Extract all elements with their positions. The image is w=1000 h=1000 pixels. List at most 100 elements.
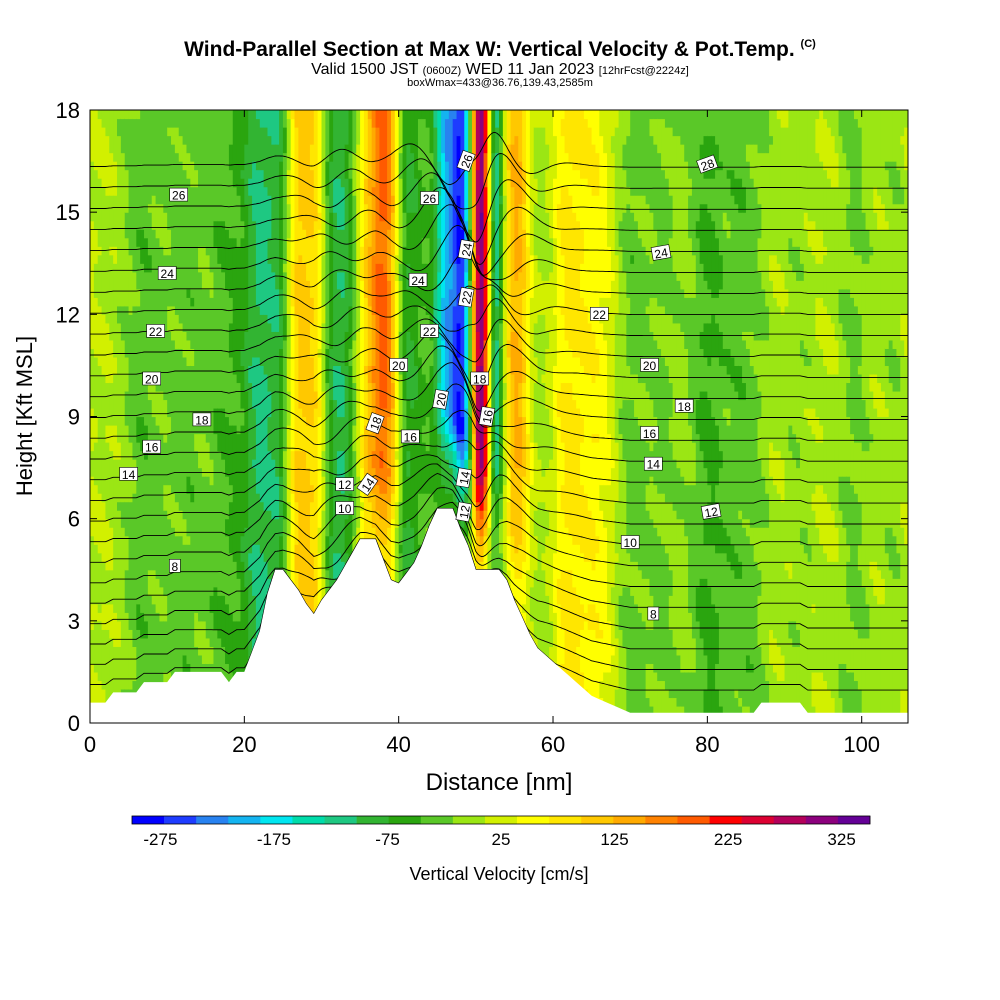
w-cell (186, 152, 191, 179)
w-cell (668, 442, 674, 503)
w-cell (460, 254, 465, 418)
w-cell (171, 305, 176, 341)
w-cell (167, 331, 172, 418)
w-cell (267, 263, 272, 324)
w-cell (124, 110, 130, 120)
w-cell (460, 459, 465, 469)
contour-label-text: 24 (459, 242, 475, 258)
w-cell (522, 288, 527, 358)
w-cell (560, 305, 566, 315)
w-cell (329, 399, 334, 537)
w-cell (97, 365, 103, 494)
w-cell (514, 331, 519, 469)
w-cell (846, 288, 851, 358)
w-cell (780, 110, 786, 128)
contour-label-text: 14 (457, 470, 473, 486)
w-cell (757, 110, 762, 154)
w-cell (826, 501, 832, 562)
w-cell (533, 110, 539, 128)
w-cell (815, 229, 820, 264)
w-cell (379, 407, 384, 452)
w-cell (460, 442, 465, 460)
w-cell (707, 586, 712, 723)
w-cell (630, 110, 635, 196)
w-cell (580, 484, 585, 554)
w-cell (811, 493, 816, 511)
w-cell (699, 263, 705, 332)
w-cell (553, 135, 558, 179)
w-cell (641, 110, 647, 196)
w-cell (668, 595, 674, 630)
w-cell (244, 527, 249, 588)
w-cell (900, 688, 905, 716)
w-cell (468, 518, 473, 562)
w-cell (641, 620, 647, 723)
w-cell (178, 322, 184, 349)
w-cell (225, 288, 230, 418)
w-cell (375, 484, 380, 511)
w-cell (645, 203, 651, 256)
w-cell (333, 212, 338, 367)
w-cell (225, 416, 230, 477)
w-cell (506, 144, 512, 171)
w-cell (132, 110, 137, 120)
w-cell (765, 110, 770, 154)
w-cell (838, 697, 844, 723)
w-cell (892, 390, 898, 537)
w-cell (406, 144, 411, 213)
w-cell (390, 407, 396, 494)
w-cell (695, 433, 701, 588)
w-cell (815, 416, 820, 443)
w-cell (796, 646, 801, 707)
contour-label: 24 (650, 244, 672, 262)
w-cell (819, 263, 824, 298)
colorbar-swatch (645, 816, 678, 824)
w-cell (198, 246, 203, 273)
w-cell (834, 561, 840, 723)
w-cell (514, 467, 519, 554)
w-cell (198, 620, 203, 656)
contour-label-box (696, 154, 719, 174)
w-cell (715, 425, 720, 486)
w-cell (807, 365, 813, 409)
w-cell (734, 178, 739, 205)
contour-label-text: 14 (122, 468, 136, 482)
w-cell (213, 407, 218, 435)
w-cell (155, 425, 161, 579)
w-cell (167, 518, 172, 673)
w-cell (757, 152, 762, 205)
w-cell (591, 603, 597, 630)
w-cell (371, 127, 377, 188)
w-cell (857, 544, 863, 571)
w-cell (298, 407, 303, 452)
w-cell (865, 229, 871, 264)
w-cell (499, 203, 504, 324)
w-cell (406, 212, 411, 264)
w-cell (626, 186, 631, 205)
w-cell (641, 195, 647, 247)
w-cell (425, 382, 431, 418)
w-cell (113, 356, 118, 375)
w-cell (452, 118, 458, 264)
w-cell (510, 535, 516, 562)
w-cell (610, 646, 616, 656)
w-cell (657, 110, 662, 120)
w-cell (128, 314, 134, 443)
w-cell (186, 544, 191, 664)
w-cell (147, 382, 153, 401)
w-cell (186, 178, 191, 290)
w-cell (672, 697, 678, 723)
colorbar-swatch (677, 816, 710, 824)
w-cell (622, 212, 627, 273)
w-cell (657, 348, 662, 494)
w-cell (522, 229, 527, 290)
w-cell (703, 280, 708, 324)
w-cell (880, 416, 886, 579)
w-cell (475, 288, 481, 332)
x-axis-label: Distance [nm] (426, 769, 573, 796)
w-cell (545, 212, 550, 281)
contour-labels: 2624222018161481210202224261618142018161… (119, 149, 722, 622)
w-cell (325, 110, 330, 162)
w-cell (379, 110, 384, 222)
w-cell (217, 220, 222, 264)
